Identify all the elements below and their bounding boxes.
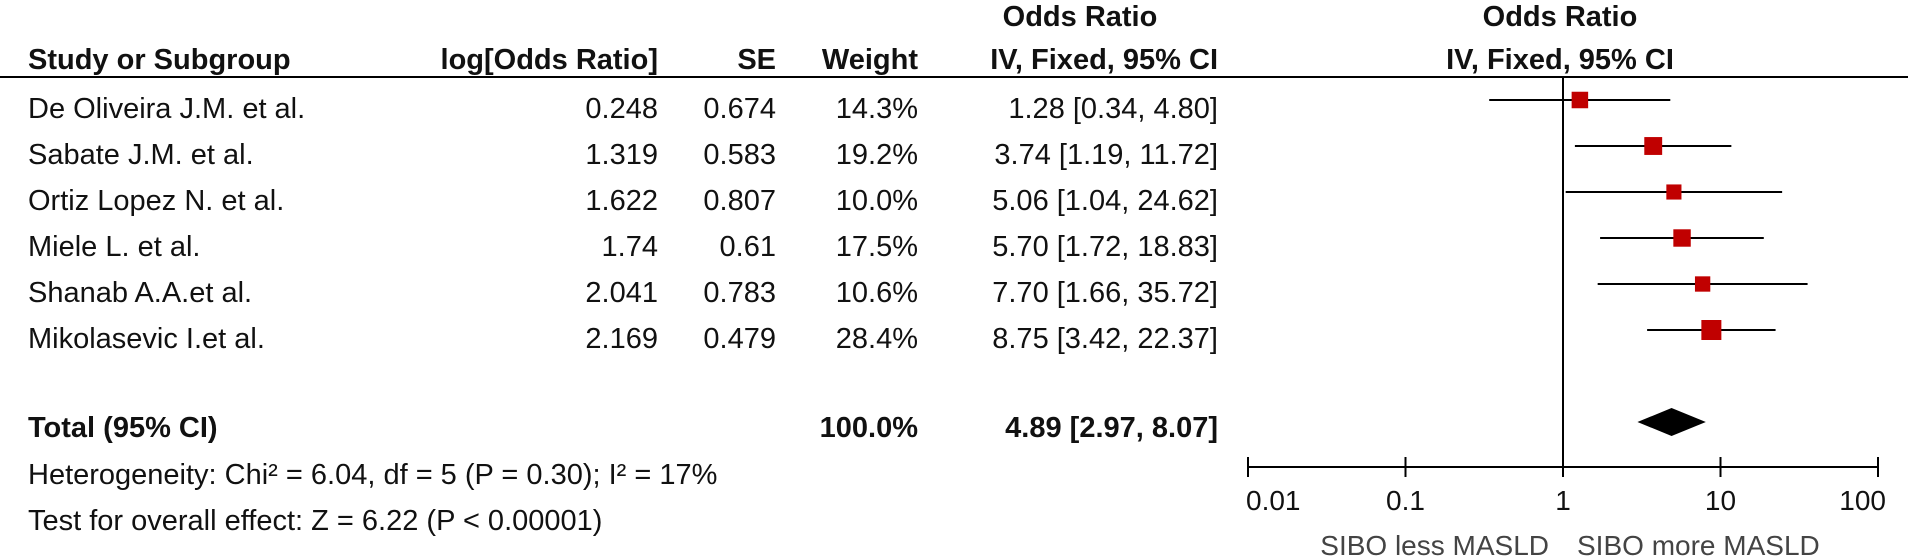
study-name: De Oliveira J.M. et al. [28, 93, 306, 125]
study-se: 0.783 [703, 277, 776, 309]
study-log-or: 1.74 [601, 231, 658, 263]
total-weight: 100.0% [819, 412, 918, 444]
study-se: 0.479 [703, 323, 776, 355]
study-marker [1571, 91, 1589, 109]
study-se: 0.807 [703, 185, 776, 217]
x-tick-label: 1 [1555, 485, 1571, 516]
study-weight: 19.2% [835, 139, 918, 171]
header-se: SE [737, 44, 776, 76]
study-ci: 5.70 [1.72, 18.83] [992, 231, 1218, 263]
header-or-title-right: Odds Ratio [1482, 1, 1638, 33]
pooled-diamond [1637, 408, 1706, 436]
study-se: 0.61 [719, 231, 776, 263]
study-log-or: 0.248 [585, 93, 658, 125]
study-weight: 17.5% [835, 231, 918, 263]
header-study: Study or Subgroup [28, 44, 291, 76]
study-se: 0.583 [703, 139, 776, 171]
favours-right-label: SIBO more MASLD [1577, 530, 1820, 557]
x-tick-label: 0.1 [1386, 485, 1425, 516]
study-weight: 14.3% [835, 93, 918, 125]
study-weight: 10.0% [835, 185, 918, 217]
study-marker [1673, 229, 1691, 247]
total-label: Total (95% CI) [28, 412, 218, 444]
favours-left-label: SIBO less MASLD [1320, 530, 1549, 557]
total-ci: 4.89 [2.97, 8.07] [1005, 412, 1218, 444]
study-se: 0.674 [703, 93, 776, 125]
study-log-or: 2.169 [585, 323, 658, 355]
overall-effect-text: Test for overall effect: Z = 6.22 (P < 0… [28, 505, 603, 537]
x-tick-label: 100 [1839, 485, 1886, 516]
header-or-title-left: Odds Ratio [1002, 1, 1158, 33]
study-marker [1694, 276, 1711, 292]
x-tick-label: 0.01 [1246, 485, 1301, 516]
study-ci: 8.75 [3.42, 22.37] [992, 323, 1218, 355]
header-log-or: log[Odds Ratio] [440, 44, 658, 76]
study-name: Mikolasevic I.et al. [28, 323, 265, 355]
study-marker [1701, 320, 1722, 340]
study-log-or: 2.041 [585, 277, 658, 309]
study-weight: 28.4% [835, 323, 918, 355]
study-ci: 1.28 [0.34, 4.80] [1008, 93, 1218, 125]
header-rule [0, 76, 1908, 78]
study-marker [1644, 137, 1663, 155]
header-weight: Weight [821, 44, 918, 76]
forest-plot: 0.01 0.1 1 10 100 SIBO less MASLD SIBO more MA… [1246, 77, 1886, 557]
study-name: Sabate J.M. et al. [28, 139, 254, 171]
study-ci: 3.74 [1.19, 11.72] [994, 139, 1218, 171]
study-name: Ortiz Lopez N. et al. [28, 185, 285, 217]
header-method-right: IV, Fixed, 95% CI [1446, 44, 1674, 76]
study-name: Shanab A.A.et al. [28, 277, 253, 309]
heterogeneity-text: Heterogeneity: Chi² = 6.04, df = 5 (P = … [28, 459, 718, 491]
study-log-or: 1.319 [585, 139, 658, 171]
x-tick-label: 10 [1705, 485, 1736, 516]
study-ci: 5.06 [1.04, 24.62] [992, 185, 1218, 217]
study-weight: 10.6% [835, 277, 918, 309]
study-ci: 7.70 [1.66, 35.72] [992, 277, 1218, 309]
study-log-or: 1.622 [585, 185, 658, 217]
study-name: Miele L. et al. [28, 231, 201, 263]
header-method-left: IV, Fixed, 95% CI [990, 44, 1218, 76]
study-marker [1666, 184, 1682, 200]
